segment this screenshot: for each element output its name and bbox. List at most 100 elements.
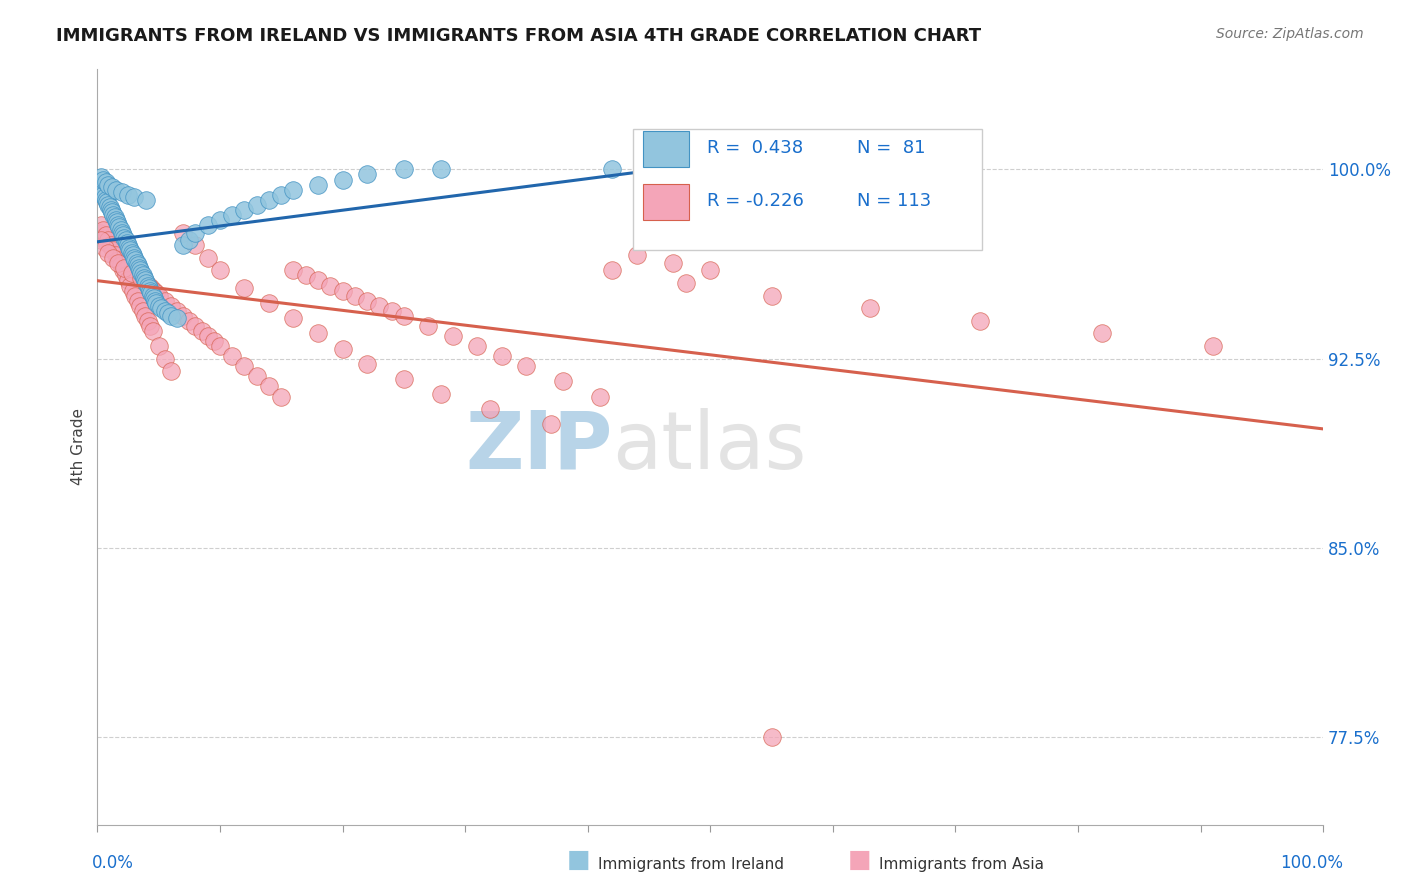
Text: Immigrants from Ireland: Immigrants from Ireland xyxy=(598,857,783,872)
Point xyxy=(184,238,207,252)
Point xyxy=(184,226,207,240)
Point xyxy=(117,238,139,252)
Point xyxy=(128,268,150,283)
Point xyxy=(197,218,219,232)
Point xyxy=(429,387,451,401)
Point xyxy=(441,329,464,343)
Point xyxy=(90,218,112,232)
Point xyxy=(307,178,329,192)
Point xyxy=(112,260,135,275)
Point xyxy=(104,213,127,227)
Point xyxy=(122,284,145,298)
Point xyxy=(153,293,176,308)
Point xyxy=(120,243,142,257)
Point xyxy=(332,172,354,186)
Point xyxy=(221,349,243,363)
Point xyxy=(129,299,152,313)
Point xyxy=(208,263,231,277)
Text: R = -0.226: R = -0.226 xyxy=(707,192,803,210)
Text: ■: ■ xyxy=(567,848,591,872)
Point xyxy=(124,253,146,268)
Point xyxy=(540,417,562,432)
Point xyxy=(93,241,115,255)
Point xyxy=(392,162,415,177)
Point xyxy=(283,311,305,326)
Point xyxy=(270,187,292,202)
Point xyxy=(172,238,194,252)
Point xyxy=(270,390,292,404)
Point xyxy=(141,288,163,302)
Point xyxy=(89,226,111,240)
Point xyxy=(101,241,124,255)
Text: ZIP: ZIP xyxy=(465,408,612,486)
Point xyxy=(103,243,125,257)
Point xyxy=(662,256,685,270)
Point xyxy=(380,303,402,318)
Point xyxy=(125,266,148,280)
Point xyxy=(515,359,537,374)
Point xyxy=(145,296,167,310)
Point xyxy=(121,245,143,260)
Point xyxy=(93,233,115,247)
Point xyxy=(145,286,167,301)
Point xyxy=(197,251,219,265)
Point xyxy=(343,288,366,302)
Point xyxy=(89,180,111,194)
Point xyxy=(184,318,207,333)
Point xyxy=(129,263,152,277)
Point xyxy=(115,256,138,270)
Point xyxy=(90,169,112,184)
Point xyxy=(115,235,138,250)
Point xyxy=(114,233,136,247)
Text: N = 113: N = 113 xyxy=(858,192,932,210)
Point xyxy=(127,258,149,272)
Point xyxy=(761,288,783,302)
Point xyxy=(128,260,150,275)
Text: Immigrants from Asia: Immigrants from Asia xyxy=(879,857,1043,872)
Point xyxy=(134,309,156,323)
Point xyxy=(150,301,173,316)
Point xyxy=(283,183,305,197)
Point xyxy=(108,248,131,262)
Point xyxy=(172,309,194,323)
Point xyxy=(103,251,125,265)
Point xyxy=(122,263,145,277)
Point xyxy=(257,379,280,393)
Text: 0.0%: 0.0% xyxy=(91,855,134,872)
Point xyxy=(246,198,269,212)
Point xyxy=(90,233,112,247)
Point xyxy=(107,218,129,232)
Point xyxy=(208,339,231,353)
Point xyxy=(121,266,143,280)
Point xyxy=(93,223,115,237)
Point xyxy=(148,339,170,353)
Point xyxy=(131,268,153,283)
Point xyxy=(97,245,120,260)
Point xyxy=(179,314,201,328)
Point xyxy=(143,293,166,308)
Text: 100.0%: 100.0% xyxy=(1279,855,1343,872)
Point xyxy=(90,183,112,197)
Point xyxy=(969,314,991,328)
Point xyxy=(197,329,219,343)
Point xyxy=(675,276,697,290)
Point xyxy=(125,256,148,270)
Point xyxy=(93,172,115,186)
Point xyxy=(112,263,135,277)
Point xyxy=(104,248,127,262)
Point xyxy=(307,326,329,341)
Point xyxy=(127,293,149,308)
FancyBboxPatch shape xyxy=(643,184,689,220)
Point xyxy=(135,276,157,290)
Point xyxy=(319,278,342,293)
Point xyxy=(141,286,163,301)
Point xyxy=(138,278,160,293)
Point xyxy=(96,235,118,250)
Point xyxy=(148,288,170,302)
Point xyxy=(467,339,489,353)
Point xyxy=(202,334,225,348)
Text: atlas: atlas xyxy=(612,408,807,486)
Point xyxy=(93,187,115,202)
Point xyxy=(153,351,176,366)
Point xyxy=(131,266,153,280)
